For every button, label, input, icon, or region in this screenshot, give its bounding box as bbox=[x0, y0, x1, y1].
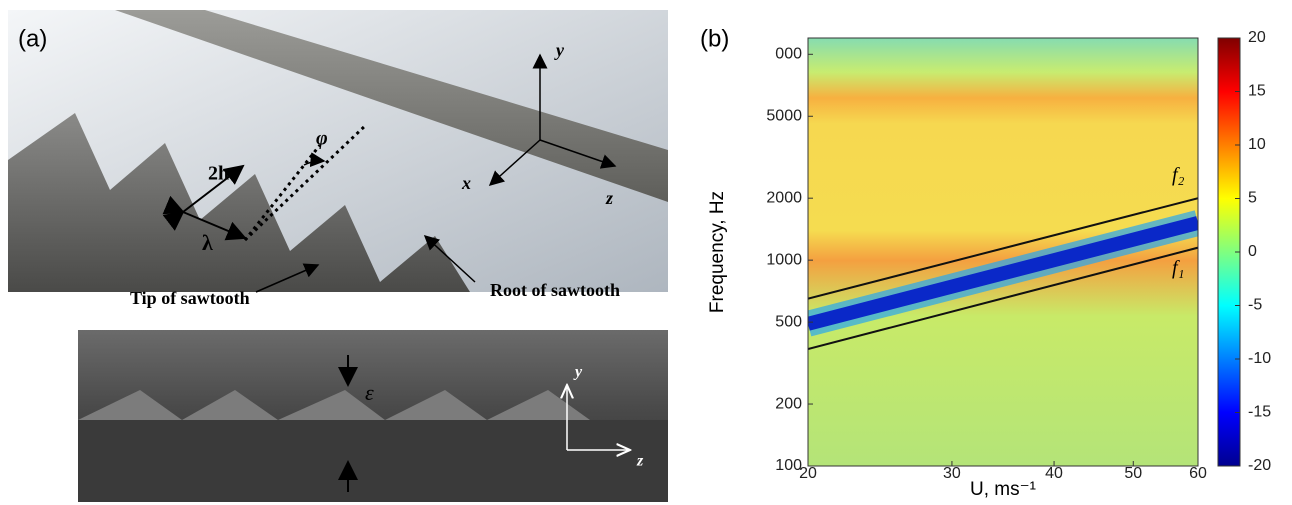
line-label: f₁ bbox=[1172, 257, 1185, 279]
colorbar-tick-label: 5 bbox=[1248, 190, 1257, 207]
panel-a: (a) 2h φ λ y x z Tip of sawtooth Root of… bbox=[8, 10, 668, 308]
annotation: 2h bbox=[208, 163, 229, 185]
y-axis-label: Frequency, Hz bbox=[707, 191, 728, 313]
x-tick-label: 40 bbox=[1045, 465, 1063, 482]
y-tick-label: 500 bbox=[775, 313, 802, 330]
y-tick-label: 2000 bbox=[766, 189, 802, 206]
y-tick-label: 5000 bbox=[766, 107, 802, 124]
axis-label: z bbox=[605, 188, 613, 208]
colorbar-tick-label: 20 bbox=[1248, 29, 1266, 46]
colorbar-tick-label: 15 bbox=[1248, 83, 1266, 100]
colorbar-tick-label: 0 bbox=[1248, 243, 1257, 260]
y-tick-label: 100 bbox=[775, 457, 802, 474]
x-axis-label: U, ms⁻¹ bbox=[970, 479, 1036, 500]
x-tick-label: 50 bbox=[1124, 465, 1142, 482]
panel-a-inset: ε y z bbox=[78, 330, 668, 502]
y-tick-label: 000 bbox=[775, 46, 802, 63]
annotation: Root of sawtooth bbox=[490, 280, 620, 300]
panel-label: (b) bbox=[700, 25, 729, 52]
x-tick-label: 30 bbox=[943, 465, 961, 482]
x-tick-label: 60 bbox=[1189, 465, 1207, 482]
heatmap-field bbox=[808, 38, 1198, 466]
annotation: Tip of sawtooth bbox=[130, 288, 250, 308]
colorbar-tick-label: -10 bbox=[1248, 350, 1271, 367]
colorbar-tick-label: 10 bbox=[1248, 136, 1266, 153]
figure: (a) 2h φ λ y x z Tip of sawtooth Root of… bbox=[0, 0, 1292, 505]
annotation: φ bbox=[316, 128, 328, 150]
axis-label: x bbox=[461, 173, 471, 193]
annotation: ε bbox=[365, 380, 374, 405]
colorbar-tick-label: -5 bbox=[1248, 297, 1262, 314]
colorbar-tick-label: -20 bbox=[1248, 457, 1271, 474]
panel-label: (a) bbox=[18, 25, 47, 52]
base-layer bbox=[78, 420, 668, 502]
line-label: f₂ bbox=[1172, 164, 1185, 186]
y-tick-label: 200 bbox=[775, 395, 802, 412]
annotation: λ bbox=[202, 230, 213, 255]
colorbar-tick-label: -15 bbox=[1248, 404, 1271, 421]
axis-label: y bbox=[554, 40, 565, 60]
axis-label: y bbox=[573, 364, 583, 381]
y-tick-label: 1000 bbox=[766, 251, 802, 268]
axis-label: z bbox=[636, 453, 644, 470]
